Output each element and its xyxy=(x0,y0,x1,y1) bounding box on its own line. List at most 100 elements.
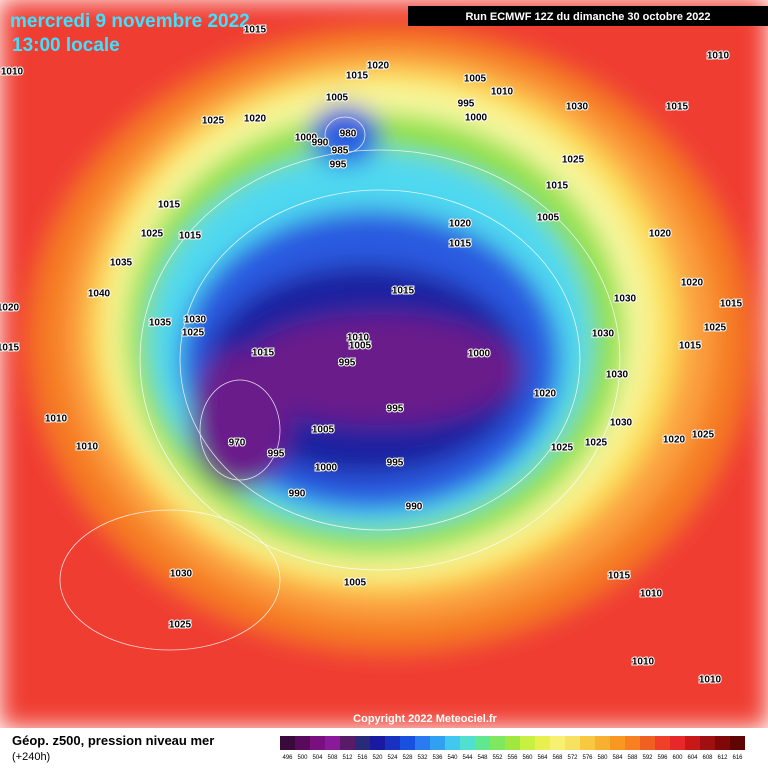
isobar-label: 990 xyxy=(406,502,423,513)
run-box xyxy=(408,6,768,26)
isobar-label: 1035 xyxy=(110,258,133,269)
colorbar-cell xyxy=(685,736,700,750)
colorbar-tick-label: 524 xyxy=(387,755,398,761)
colorbar-tick-label: 516 xyxy=(357,755,368,761)
run-info: Run ECMWF 12Z du dimanche 30 octobre 202… xyxy=(465,11,710,23)
isobar-label: 1005 xyxy=(464,74,487,85)
colorbar-cell xyxy=(610,736,625,750)
colorbar-tick-label: 608 xyxy=(702,755,713,761)
isobar-label: 1020 xyxy=(681,278,704,289)
colorbar-tick-label: 576 xyxy=(582,755,593,761)
isobar-label: 995 xyxy=(387,458,404,469)
isobar-label: 1015 xyxy=(244,25,267,36)
colorbar-cell xyxy=(475,736,490,750)
colorbar-tick-label: 600 xyxy=(672,755,683,761)
colorbar-cell xyxy=(535,736,550,750)
isobar-label: 1020 xyxy=(534,389,557,400)
isobar-label: 1010 xyxy=(632,657,655,668)
colorbar-tick-label: 520 xyxy=(372,755,383,761)
colorbar-tick-label: 552 xyxy=(492,755,503,761)
colorbar-tick-label: 560 xyxy=(522,755,533,761)
isobar-label: 985 xyxy=(332,146,349,157)
isobar-label: 1020 xyxy=(449,219,472,230)
colorbar-cell xyxy=(520,736,535,750)
isobar-label: 990 xyxy=(312,138,329,149)
colorbar-cell xyxy=(640,736,655,750)
isobar-label: 1010 xyxy=(45,414,68,425)
colorbar: 496 500 504 508 512 516 520 524 528 532 536 540 544 5… xyxy=(280,736,745,761)
isobar-label: 1025 xyxy=(169,620,192,631)
colorbar-tick-label: 612 xyxy=(717,755,728,761)
isobar-label: 995 xyxy=(339,358,356,369)
isobar-label: 1015 xyxy=(346,71,369,82)
field xyxy=(0,0,768,728)
colorbar-tick-label: 616 xyxy=(732,755,743,761)
isobar-label: 1010 xyxy=(1,67,24,78)
isobar-label: 1000 xyxy=(468,349,491,360)
colorbar-tick-label: 496 xyxy=(282,755,293,761)
colorbar-cell xyxy=(715,736,730,750)
isobar-label: 995 xyxy=(330,160,347,171)
colorbar-tick-label: 540 xyxy=(447,755,458,761)
legend-subtitle: (+240h) xyxy=(12,751,50,763)
colorbar-cell xyxy=(370,736,385,750)
colorbar-tick-label: 580 xyxy=(597,755,608,761)
isobar-label: 995 xyxy=(458,99,475,110)
colorbar-tick-label: 572 xyxy=(567,755,578,761)
isobar-label: 1030 xyxy=(610,418,633,429)
colorbar-tick-label: 592 xyxy=(642,755,653,761)
colorbar-cell xyxy=(625,736,640,750)
colorbar-tick-label: 548 xyxy=(477,755,488,761)
colorbar-tick-label: 584 xyxy=(612,755,623,761)
isobar-label: 1015 xyxy=(252,348,275,359)
isobar-label: 1030 xyxy=(170,569,193,580)
isobar-label: 1030 xyxy=(566,102,589,113)
isobar-label: 1040 xyxy=(88,289,111,300)
isobar-label: 1025 xyxy=(692,430,715,441)
isobar-label: 1025 xyxy=(704,323,727,334)
isobar-label: 1035 xyxy=(149,318,172,329)
isobar-label: 1015 xyxy=(608,571,631,582)
colorbar-cell xyxy=(400,736,415,750)
isobar-label: 1030 xyxy=(606,370,629,381)
isobar-label: 1015 xyxy=(179,231,202,242)
colorbar-cell xyxy=(490,736,505,750)
colorbar-tick-label: 532 xyxy=(417,755,428,761)
isobar-label: 1025 xyxy=(182,328,205,339)
isobar-label: 1030 xyxy=(614,294,637,305)
isobar-label: 1005 xyxy=(312,425,335,436)
isobar-label: 1025 xyxy=(141,229,164,240)
isobar-label: 1010 xyxy=(347,333,370,344)
isobar-label: 1020 xyxy=(244,114,267,125)
title: mercredi 9 novembre 2022 xyxy=(10,11,250,32)
subtitle: 13:00 locale xyxy=(12,35,120,56)
colorbar-cell xyxy=(595,736,610,750)
isobar-label: 1030 xyxy=(592,329,615,340)
colorbar-tick-label: 536 xyxy=(432,755,443,761)
isobar-label: 1015 xyxy=(546,181,569,192)
isobar-label: 1010 xyxy=(707,51,730,62)
colorbar-cell xyxy=(325,736,340,750)
colorbar-tick-label: 504 xyxy=(312,755,323,761)
colorbar-cell xyxy=(385,736,400,750)
colorbar-cell xyxy=(445,736,460,750)
colorbar-cell xyxy=(430,736,445,750)
colorbar-cell xyxy=(655,736,670,750)
colorbar-cell xyxy=(355,736,370,750)
isobar-label: 970 xyxy=(229,438,246,449)
isobar-label: 1000 xyxy=(315,463,338,474)
colorbar-cell xyxy=(670,736,685,750)
colorbar-cell xyxy=(295,736,310,750)
colorbar-tick-label: 564 xyxy=(537,755,548,761)
isobar-label: 1025 xyxy=(562,155,585,166)
isobar-label: 1010 xyxy=(491,87,514,98)
isobar-label: 1005 xyxy=(344,578,367,589)
colorbar-cell xyxy=(700,736,715,750)
isobar-label: 995 xyxy=(387,404,404,415)
isobar-label: 990 xyxy=(289,489,306,500)
isobar-label: 1005 xyxy=(326,93,349,104)
colorbar-cell xyxy=(550,736,565,750)
colorbar-tick-label: 508 xyxy=(327,755,338,761)
